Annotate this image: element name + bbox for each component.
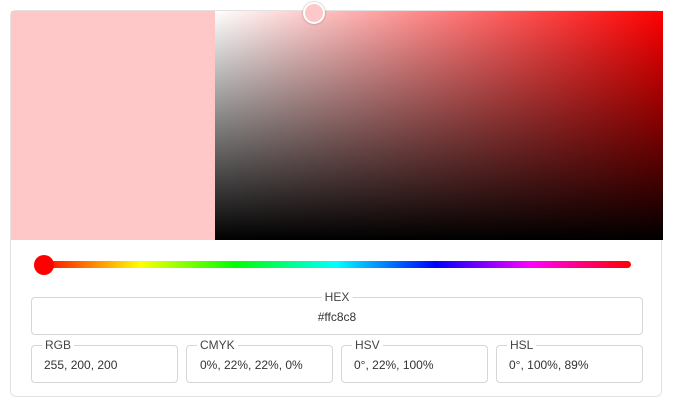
cmyk-input[interactable] [200, 358, 325, 372]
rgb-field: RGB [31, 338, 178, 383]
hsl-label: HSL [507, 338, 537, 352]
hsv-label: HSV [352, 338, 383, 352]
cmyk-label: CMYK [197, 338, 238, 352]
value-gradient [215, 11, 663, 240]
rgb-input[interactable] [44, 358, 169, 372]
hsl-field: HSL [496, 338, 643, 383]
hex-input[interactable] [32, 310, 642, 324]
hsv-field: HSV [341, 338, 488, 383]
rgb-label: RGB [42, 338, 75, 352]
hex-field: HEX [31, 290, 643, 335]
cmyk-field: CMYK [186, 338, 333, 383]
hsl-input[interactable] [509, 358, 634, 372]
hue-slider-track[interactable] [40, 261, 631, 268]
hsv-input[interactable] [354, 358, 479, 372]
saturation-value-area[interactable] [215, 11, 663, 240]
color-preview-swatch [11, 11, 215, 240]
hex-label: HEX [321, 290, 353, 304]
hue-slider-handle[interactable] [34, 255, 54, 275]
saturation-value-handle[interactable] [303, 2, 325, 24]
